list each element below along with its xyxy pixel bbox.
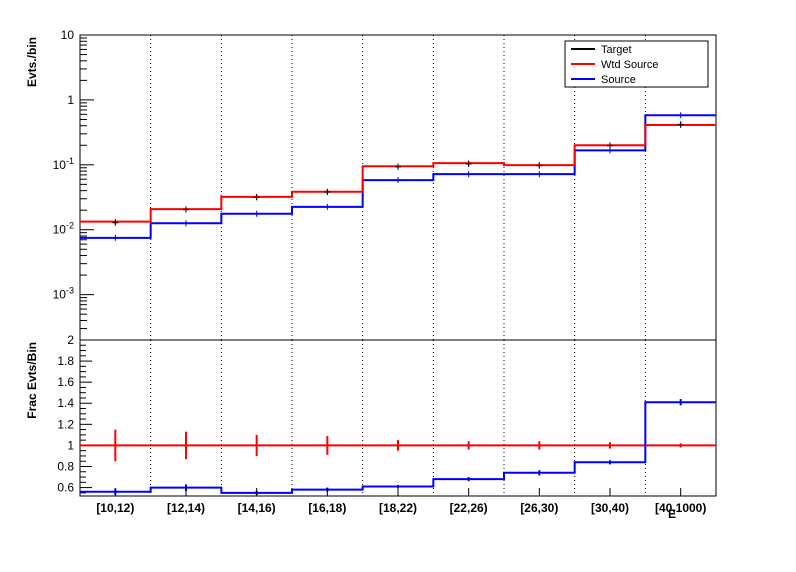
- x-category-label: [30,40): [591, 501, 629, 515]
- x-category-label: [14,16): [238, 501, 276, 515]
- y-tick-exp: -3: [66, 286, 74, 296]
- y-tick-label: 10-1: [53, 156, 74, 172]
- legend-label: Target: [601, 44, 632, 56]
- y-tick-label: 10-2: [53, 221, 74, 237]
- y-tick-label: 1: [67, 93, 74, 107]
- x-category-label: [18,22): [379, 501, 417, 515]
- y-axis-title-bottom: Frac Evts/Bin: [25, 342, 39, 419]
- x-category-label: [26,30): [520, 501, 558, 515]
- y-tick-base: 10: [53, 288, 67, 302]
- legend-label: Wtd Source: [601, 59, 658, 71]
- bottom-panel: [79, 339, 717, 497]
- legend-label: Source: [601, 74, 636, 86]
- ratio-tick-label: 1: [67, 438, 74, 452]
- legend: Target Wtd Source Source: [564, 40, 709, 88]
- x-category-label: [12,14): [167, 501, 205, 515]
- y-tick-label: 10: [61, 28, 75, 42]
- y-tick-label: 10-3: [53, 286, 74, 302]
- ratio-tick-label: 0.8: [57, 459, 74, 473]
- x-category-label: [16,18): [308, 501, 346, 515]
- series-source-line: [80, 114, 716, 239]
- y-tick-base: 10: [53, 223, 67, 237]
- ratio-tick-label: 1.2: [57, 417, 74, 431]
- ratio-tick-label: 0.6: [57, 481, 74, 495]
- series-wtd-source-line: [80, 124, 716, 223]
- x-category-label: [10,12): [96, 501, 134, 515]
- x-axis-title: E: [668, 507, 676, 521]
- x-category-label: [40,1000): [655, 501, 706, 515]
- ratio-tick-label: 2: [67, 333, 74, 347]
- x-category-label: [22,26): [450, 501, 488, 515]
- labels: 10-310-210-11100.60.811.21.41.61.82[10,1…: [25, 28, 706, 521]
- ratio-tick-label: 1.4: [57, 396, 74, 410]
- y-tick-exp: -1: [66, 156, 74, 166]
- ratio-tick-label: 1.6: [57, 375, 74, 389]
- ratio-tick-label: 1.8: [57, 354, 74, 368]
- y-tick-base: 10: [53, 158, 67, 172]
- bottom-frame: [79, 339, 717, 497]
- y-tick-exp: -2: [66, 221, 74, 231]
- y-axis-title-top: Evts./bin: [25, 37, 39, 87]
